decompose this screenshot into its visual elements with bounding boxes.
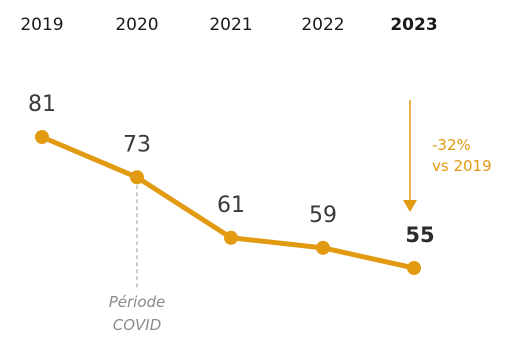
data-point-2023 (407, 261, 421, 275)
year-label-2020: 2020 (115, 15, 158, 35)
data-label-2022: 59 (309, 203, 337, 228)
data-point-2020 (130, 170, 144, 185)
data-labels: 81 73 61 59 55 (28, 92, 435, 247)
data-point-2021 (224, 230, 238, 245)
change-ref: vs 2019 (432, 157, 492, 175)
data-label-2020: 73 (123, 132, 151, 157)
data-label-2019: 81 (28, 92, 56, 117)
year-label-2023: 2023 (390, 15, 437, 35)
data-point-2019 (35, 130, 49, 144)
data-label-2023: 55 (405, 223, 434, 247)
year-label-2019: 2019 (20, 15, 63, 35)
data-point-2022 (316, 240, 330, 255)
change-pct: -32% (432, 136, 471, 154)
change-arrow-head (403, 200, 417, 212)
year-label-2021: 2021 (209, 15, 252, 35)
covid-note-line2: COVID (113, 316, 162, 334)
year-labels: 2019 2020 2021 2022 2023 (20, 15, 437, 35)
covid-annotation: Période COVID (109, 185, 166, 334)
data-points (35, 130, 421, 275)
year-label-2022: 2022 (301, 15, 344, 35)
change-annotation: -32% vs 2019 (403, 100, 492, 212)
covid-note-line1: Période (109, 293, 166, 311)
data-label-2021: 61 (217, 193, 245, 218)
